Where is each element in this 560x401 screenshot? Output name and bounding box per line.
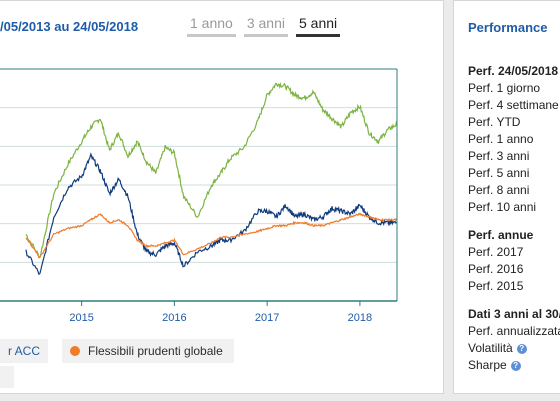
perf-row: Perf. 4 settimane xyxy=(468,98,559,112)
perf-row: Perf. 3 anni xyxy=(468,149,530,163)
perf-date-heading: Perf. 24/05/2018 xyxy=(468,64,559,78)
legend-fund-label: r ACC xyxy=(8,344,41,358)
perf-volatility-label: Volatilità xyxy=(468,341,513,355)
perf-row: Perf. 1 anno xyxy=(468,132,534,146)
legend-extra-box[interactable] xyxy=(0,366,14,388)
tab-3-anni[interactable]: 3 anni xyxy=(243,15,288,37)
perf-annual-heading: Perf. annue xyxy=(468,228,534,242)
perf-volatility-row: Volatilità? xyxy=(468,340,560,357)
performance-list: Perf. 24/05/2018 Perf. 1 giorno Perf. 4 … xyxy=(468,63,560,374)
tab-1-anno[interactable]: 1 anno xyxy=(187,15,236,37)
x-tick-label: 2015 xyxy=(69,312,93,324)
perf-sharpe-label: Sharpe xyxy=(468,358,507,372)
help-icon[interactable]: ? xyxy=(516,343,527,354)
perf-row: Perf. 1 giorno xyxy=(468,81,541,95)
perf-row: Perf. 10 anni xyxy=(468,200,537,214)
perf-row: Perf. 2017 xyxy=(468,245,524,259)
chart-panel: /05/2013 au 24/05/2018 1 anno 3 anni 5 a… xyxy=(0,0,444,394)
legend-category[interactable]: Flessibili prudenti globale xyxy=(62,339,234,363)
series-line xyxy=(25,152,398,276)
perf-row: Perf. 2015 xyxy=(468,279,524,293)
chart-series xyxy=(25,81,398,276)
performance-chart: 2015 2016 2017 2018 xyxy=(0,68,398,324)
perf-row: Perf. YTD xyxy=(468,115,521,129)
help-icon[interactable]: ? xyxy=(510,360,521,371)
x-tick-label: 2016 xyxy=(162,312,186,324)
tab-5-anni[interactable]: 5 anni xyxy=(295,15,341,37)
x-tick-label: 2018 xyxy=(348,312,372,324)
series-line xyxy=(25,212,398,258)
perf-row: Perf. 8 anni xyxy=(468,183,530,197)
performance-title: Performance xyxy=(468,20,548,35)
performance-panel: Performance Perf. 24/05/2018 Perf. 1 gio… xyxy=(453,0,560,394)
legend-fund[interactable]: r ACC xyxy=(0,339,48,363)
perf-3y-heading: Dati 3 anni al 30/ xyxy=(468,307,560,321)
x-axis-ticks: 2015 2016 2017 2018 xyxy=(69,301,372,324)
period-label: /05/2013 au 24/05/2018 xyxy=(0,19,139,34)
perf-sharpe-row: Sharpe? xyxy=(468,357,560,374)
perf-row: Perf. 2016 xyxy=(468,262,524,276)
x-tick-label: 2017 xyxy=(255,312,279,324)
period-tabs: 1 anno 3 anni 5 anni xyxy=(187,15,341,37)
legend-orange-dot-icon xyxy=(70,346,80,356)
series-line xyxy=(25,81,398,259)
legend-category-label: Flessibili prudenti globale xyxy=(88,344,223,358)
perf-row: Perf. 5 anni xyxy=(468,166,530,180)
perf-row: Perf. annualizzata xyxy=(468,324,560,338)
